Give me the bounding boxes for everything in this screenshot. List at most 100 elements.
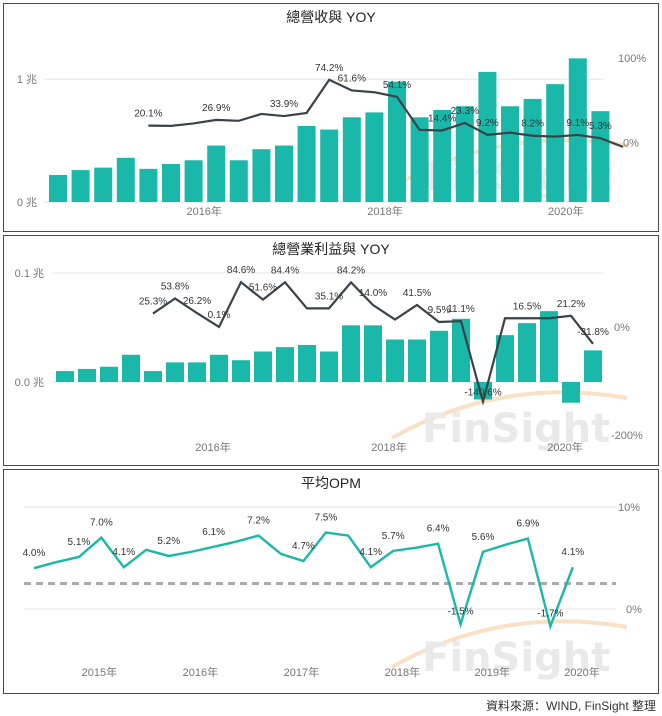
revenue-bar	[478, 71, 497, 203]
revenue-bar	[365, 112, 384, 202]
operating-profit-yoy-label: 16.5%	[513, 301, 541, 312]
operating-profit-bar	[78, 368, 96, 382]
operating-profit-yoy-label: -31.8%	[577, 327, 609, 338]
operating-profit-bar	[452, 318, 470, 382]
avg-opm-label: 4.1%	[359, 547, 382, 558]
avg-opm-panel: FinSight 0% 10% 4.0% 5.1% 7.0% 4.1% 5.2% 6.1% 7.2…	[3, 469, 659, 694]
avg-opm-label: -1.5%	[447, 606, 473, 617]
revenue-bar	[139, 168, 158, 202]
revenue-bar	[433, 109, 452, 202]
avg-opm-label: 4.1%	[112, 547, 135, 558]
avg-opm-label: 5.1%	[68, 537, 91, 548]
revenue-bar	[410, 117, 429, 202]
x-axis-tick: 2015年	[82, 665, 117, 679]
operating-profit-bar	[408, 339, 426, 382]
source-note: 資料來源：WIND, FinSight 整理	[485, 699, 656, 713]
operating-profit-bar	[386, 339, 404, 382]
revenue-bar	[71, 170, 90, 202]
operating-profit-yoy-label: 51.6%	[249, 283, 277, 294]
operating-profit-bar	[562, 382, 580, 403]
avg-opm-label: 4.7%	[292, 541, 315, 552]
x-axis-tick: 2018年	[371, 440, 406, 454]
revenue-bar	[591, 111, 610, 202]
y-right-tick: 100%	[618, 53, 646, 65]
watermark-swoosh	[391, 390, 628, 440]
avg-opm-label: -1.7%	[537, 608, 563, 619]
y-right-tick: 10%	[618, 502, 640, 514]
revenue-bar	[342, 117, 361, 202]
revenue-yoy-label: 8.2%	[521, 119, 544, 130]
revenue-bar	[523, 98, 542, 202]
x-axis-tick: 2018年	[367, 204, 402, 218]
revenue-yoy-label: 54.1%	[383, 80, 411, 91]
revenue-yoy-label: 9.2%	[476, 118, 499, 129]
revenue-bar	[229, 160, 248, 202]
operating-profit-bar	[584, 350, 602, 382]
operating-profit-bar	[430, 330, 448, 382]
x-axis-tick: 2016年	[183, 665, 218, 679]
y-right-tick: 0%	[623, 138, 639, 150]
operating-profit-yoy-label: 84.4%	[271, 265, 299, 276]
revenue-bar	[455, 106, 474, 202]
revenue-bar	[501, 106, 519, 202]
revenue-yoy-line	[148, 78, 624, 148]
revenue-yoy-label: 23.3%	[451, 106, 479, 117]
avg-opm-label: 5.2%	[157, 536, 180, 547]
operating-profit-yoy-label: 41.5%	[403, 288, 431, 299]
operating-profit-bar	[320, 351, 338, 382]
x-axis-tick: 2016年	[186, 204, 221, 218]
operating-profit-yoy-label: 26.2%	[183, 296, 211, 307]
y-right-tick: -200%	[611, 430, 643, 442]
operating-profit-bar	[540, 311, 558, 382]
revenue-bar	[275, 145, 293, 202]
x-axis-tick: 2016年	[195, 440, 230, 454]
revenue-bar	[184, 160, 203, 202]
avg-opm-label: 6.9%	[517, 519, 540, 530]
operating-profit-bar	[232, 360, 250, 382]
revenue-bar	[568, 58, 587, 203]
avg-opm-label: 7.2%	[247, 516, 270, 527]
operating-profit-yoy-panel: FinSight 0.0 兆 0.1 兆 0% -200% 25.3% 53.8% 26.2%…	[3, 235, 659, 466]
revenue-bar	[388, 81, 406, 202]
avg-opm-label: 6.1%	[202, 527, 225, 538]
operating-profit-bar	[518, 323, 536, 382]
revenue-bar	[252, 149, 271, 202]
y-left-tick: 0.1 兆	[15, 267, 44, 280]
operating-profit-bar	[166, 362, 184, 382]
avg-opm-label: 4.0%	[23, 548, 46, 559]
operating-profit-yoy-label: -140.6%	[464, 388, 501, 399]
operating-profit-yoy-chart: FinSight 0.0 兆 0.1 兆 0% -200% 25.3% 53.8% 26.2%…	[15, 265, 643, 454]
avg-opm-label: 5.7%	[382, 531, 405, 542]
revenue-bar	[116, 157, 135, 202]
operating-profit-bar	[56, 371, 74, 382]
operating-profit-yoy-label: 53.8%	[161, 281, 189, 292]
operating-profit-bar	[188, 362, 206, 382]
operating-profit-yoy-line	[152, 280, 594, 406]
operating-profit-yoy-title: 總營業利益與 YOY	[272, 241, 390, 257]
operating-profit-bar	[298, 344, 316, 382]
watermark-swoosh	[391, 619, 628, 669]
operating-profit-yoy-label: 25.3%	[139, 297, 167, 308]
avg-opm-line	[33, 531, 574, 631]
operating-profit-bar	[496, 335, 514, 382]
operating-profit-bar	[342, 325, 360, 382]
operating-profit-yoy-label: 11.1%	[447, 304, 475, 315]
x-axis-tick: 2019年	[474, 665, 509, 679]
operating-profit-yoy-label: 21.2%	[557, 299, 585, 310]
y-left-tick: 0 兆	[17, 196, 37, 209]
revenue-bar	[297, 125, 316, 202]
revenue-bar	[207, 145, 226, 202]
operating-profit-yoy-label: 35.1%	[315, 291, 343, 302]
operating-profit-bar	[100, 366, 118, 382]
operating-profit-yoy-label: 14.0%	[359, 288, 387, 299]
operating-profit-bar	[122, 354, 140, 382]
revenue-yoy-label: 14.4%	[428, 113, 456, 124]
y-left-tick: 0.0 兆	[15, 376, 44, 389]
avg-opm-label: 5.6%	[472, 532, 495, 543]
revenue-yoy-label: 20.1%	[134, 109, 162, 120]
revenue-yoy-label: 9.1%	[566, 118, 589, 129]
revenue-yoy-label: 26.9%	[202, 103, 230, 114]
x-axis-tick: 2018年	[385, 665, 420, 679]
